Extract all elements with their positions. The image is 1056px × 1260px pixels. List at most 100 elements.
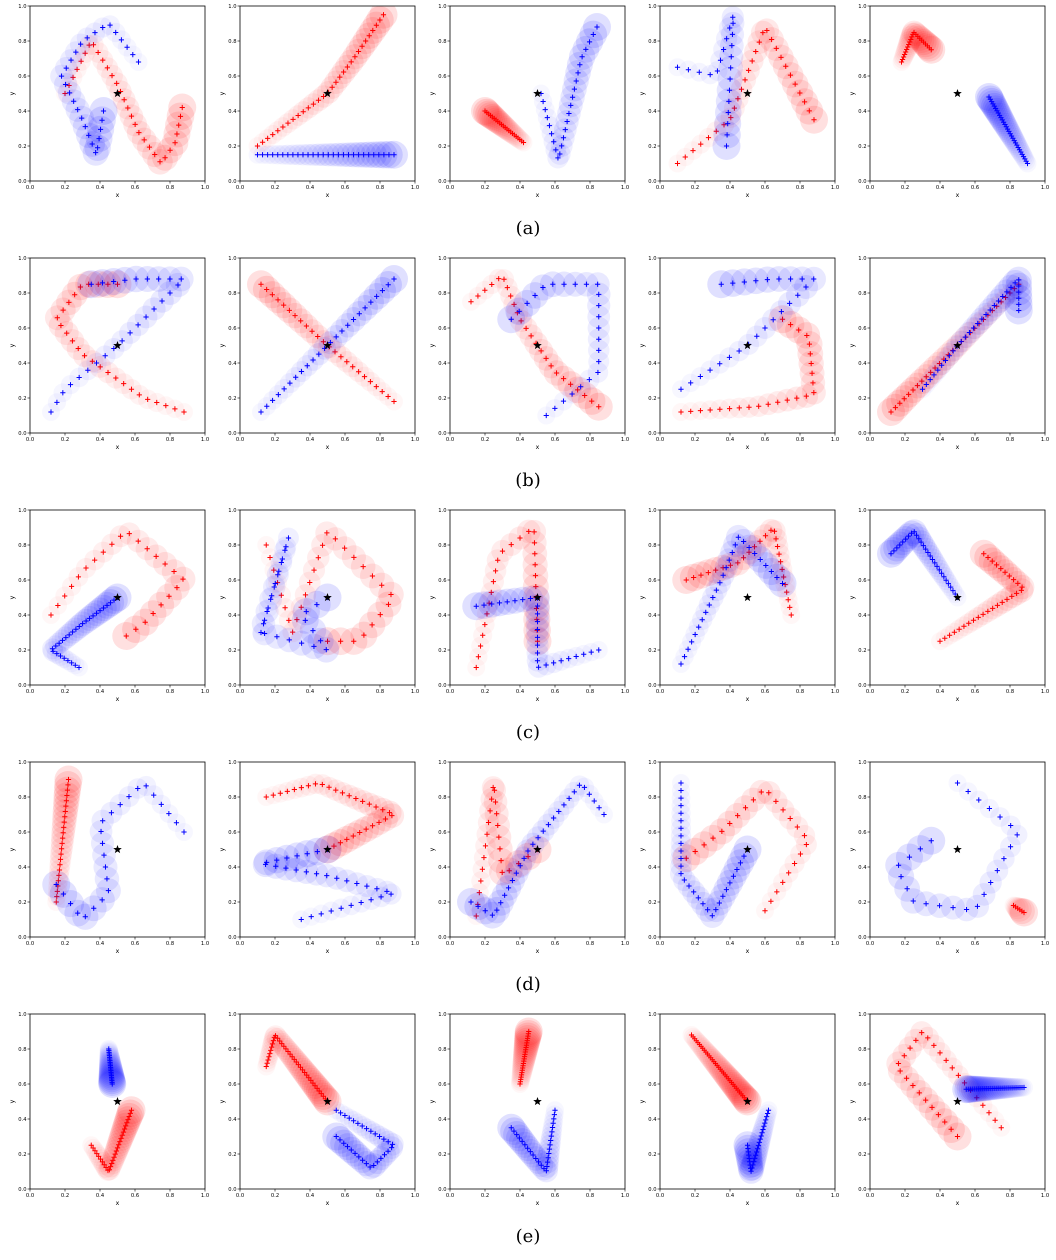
axes-frame <box>29 5 206 182</box>
trajectory-panel: 0.0 0.2 0.4 0.6 0.8 1.0 0.0 0.2 0.4 0.6 0.8 1.0 x y <box>848 504 1053 708</box>
blue-trajectory-point <box>586 39 593 45</box>
blue-trajectory-point <box>720 572 726 578</box>
x-tick-label: 0.0 <box>26 437 34 443</box>
blue-trajectory-point <box>287 380 293 386</box>
y-axis-label: y <box>849 595 856 599</box>
red-trajectory-point <box>291 786 297 793</box>
y-tick-label: 0.4 <box>18 865 27 871</box>
blue-trajectory-point <box>49 646 56 652</box>
red-trajectory-point <box>269 1041 276 1047</box>
red-trajectory <box>263 773 405 864</box>
blue-trajectory-point <box>718 281 724 287</box>
blue-trajectory-point <box>761 1123 767 1129</box>
red-trajectory-point <box>97 364 103 370</box>
blue-trajectory-point <box>316 351 322 357</box>
red-trajectory-point <box>333 79 339 85</box>
red-trajectory-point <box>942 635 948 641</box>
target-star-marker <box>323 1097 332 1106</box>
x-tick-label: 0.8 <box>376 185 384 191</box>
blue-trajectory-point <box>303 609 309 615</box>
trajectory-panel: 0.0 0.2 0.4 0.6 0.8 1.0 0.0 0.2 0.4 0.6 0.8 1.0 x y <box>218 252 423 456</box>
blue-trajectory-point <box>551 660 557 666</box>
y-tick-label: 0.6 <box>228 74 236 80</box>
plot-area <box>252 773 405 923</box>
red-trajectory-point <box>981 551 987 557</box>
blue-trajectory-point <box>127 330 133 336</box>
blue-trajectory-point <box>678 863 684 869</box>
red-trajectory-point <box>766 790 772 796</box>
blue-trajectory-point <box>795 292 801 298</box>
y-tick-label: 0.0 <box>228 431 236 437</box>
red-trajectory-point <box>318 1091 324 1097</box>
blue-trajectory-point <box>325 152 331 158</box>
x-tick-label: 0.0 <box>236 941 244 947</box>
blue-trajectory-point <box>271 584 277 590</box>
blue-trajectory <box>678 266 826 392</box>
y-tick-label: 0.0 <box>858 431 866 437</box>
blue-trajectory-point <box>280 152 286 158</box>
blue-trajectory-point <box>53 643 59 649</box>
red-trajectory-point <box>731 105 737 111</box>
x-axis-label: x <box>536 1200 540 1207</box>
blue-trajectory-point <box>156 276 162 282</box>
blue-trajectory-point <box>97 126 104 132</box>
red-trajectory-point <box>380 12 387 18</box>
red-trajectory-point <box>64 330 70 336</box>
blue-trajectory-point <box>725 121 731 127</box>
red-trajectory-point <box>264 1060 270 1066</box>
red-trajectory-point <box>123 633 129 639</box>
x-tick-label: 1.0 <box>201 437 209 443</box>
y-tick-label: 0.2 <box>648 144 656 150</box>
blue-trajectory-point <box>91 905 97 911</box>
blue-trajectory-point <box>376 1133 383 1140</box>
blue-trajectory-point <box>549 1129 555 1135</box>
y-tick-label: 0.4 <box>228 1117 237 1123</box>
x-tick-label: 0.2 <box>691 689 699 695</box>
red-trajectory-point <box>110 1157 116 1163</box>
axes-frame <box>29 509 206 686</box>
red-trajectory-point <box>63 798 69 804</box>
red-trajectory-point <box>932 365 938 371</box>
blue-trajectory-point <box>561 802 567 808</box>
blue-trajectory-point <box>699 617 705 623</box>
red-trajectory-point <box>119 1132 125 1138</box>
red-trajectory-point <box>357 829 363 836</box>
red-trajectory-point <box>355 48 362 55</box>
blue-trajectory-point <box>571 86 577 92</box>
red-trajectory-point <box>266 1054 272 1060</box>
blue-trajectory <box>50 15 142 166</box>
red-trajectory-point <box>1002 294 1009 301</box>
red-trajectory-point <box>267 554 273 561</box>
blue-trajectory-point <box>520 597 526 603</box>
red-trajectory-point <box>777 559 784 565</box>
y-tick-label: 0.6 <box>858 830 866 836</box>
blue-trajectory-point <box>260 621 267 627</box>
y-tick-label: 0.6 <box>438 578 446 584</box>
red-trajectory-point <box>807 351 813 357</box>
blue-trajectory-point <box>285 535 292 541</box>
x-tick-label: 0.2 <box>61 185 69 191</box>
red-trajectory-point <box>758 789 764 795</box>
red-trajectory-point <box>486 600 492 606</box>
red-trajectory-point <box>125 105 131 111</box>
red-trajectory-point <box>589 398 595 404</box>
blue-trajectory-point <box>73 626 79 632</box>
blue-trajectory-point <box>532 292 538 299</box>
blue-trajectory-point <box>334 875 340 881</box>
blue-trajectory-point <box>730 20 736 26</box>
x-tick-label: 0.2 <box>271 1193 279 1199</box>
y-tick-label: 0.2 <box>648 396 656 402</box>
x-axis-label: x <box>326 696 330 703</box>
blue-trajectory-point <box>705 907 711 913</box>
blue-trajectory-point <box>294 853 300 859</box>
red-trajectory-point <box>768 527 774 533</box>
blue-trajectory-point <box>1016 301 1022 307</box>
blue-trajectory-point <box>594 24 600 30</box>
blue-trajectory-point <box>591 798 597 804</box>
x-tick-label: 0.0 <box>656 1193 664 1199</box>
red-trajectory-point <box>707 407 713 413</box>
red-trajectory-point <box>742 805 749 811</box>
blue-trajectory-point <box>548 1133 554 1139</box>
blue-trajectory-point <box>976 797 982 803</box>
blue-trajectory-point <box>557 151 563 157</box>
